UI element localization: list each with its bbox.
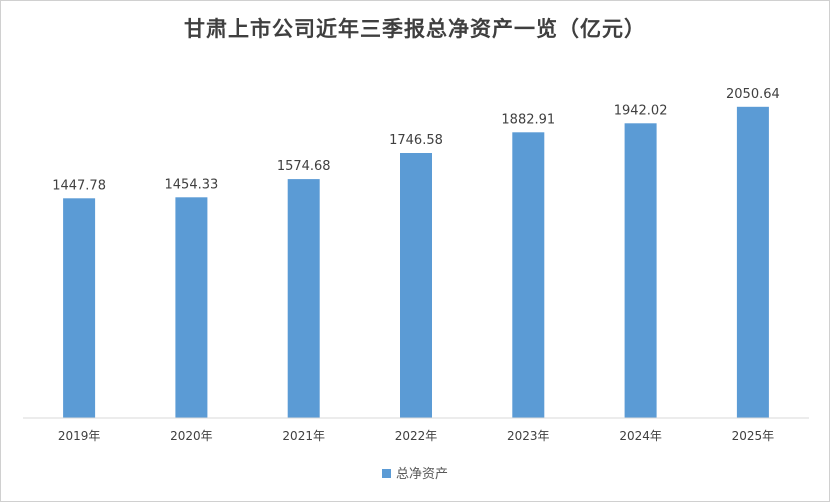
data-label-6: 2050.64	[726, 87, 780, 102]
data-label-3: 1746.58	[389, 133, 443, 148]
data-label-1: 1454.33	[165, 177, 219, 192]
data-label-0: 1447.78	[52, 178, 106, 193]
chart-title: 甘肃上市公司近年三季报总净资产一览（亿元）	[184, 16, 646, 41]
bar-1	[175, 197, 208, 418]
x-tick-label-6: 2025年	[732, 429, 775, 443]
bar-2	[287, 179, 320, 418]
bar-5	[624, 123, 657, 419]
x-tick-label-0: 2019年	[58, 429, 101, 443]
bar-4	[512, 132, 545, 419]
bar-0	[63, 198, 96, 418]
x-tick-label-4: 2023年	[507, 429, 550, 443]
bars-layer	[63, 106, 769, 419]
data-label-2: 1574.68	[277, 159, 331, 174]
legend: 总净资产	[1, 463, 829, 482]
x-tick-label-5: 2024年	[619, 429, 662, 443]
data-label-4: 1882.91	[501, 112, 555, 127]
x-tick-label-1: 2020年	[170, 429, 213, 443]
x-tick-label-2: 2021年	[282, 429, 325, 443]
data-label-5: 1942.02	[614, 103, 668, 118]
bar-3	[400, 153, 432, 418]
legend-label: 总净资产	[395, 467, 448, 482]
x-tick-labels-layer: 2019年 2020年 2021年 2022年 2023年 2024年 2025年	[58, 429, 774, 443]
data-labels-layer: 1447.78 1454.33 1574.68 1746.58 1882.91 1942.…	[52, 87, 780, 194]
x-tick-label-3: 2022年	[395, 429, 438, 443]
legend-swatch	[381, 469, 391, 478]
bar-6	[736, 106, 769, 419]
